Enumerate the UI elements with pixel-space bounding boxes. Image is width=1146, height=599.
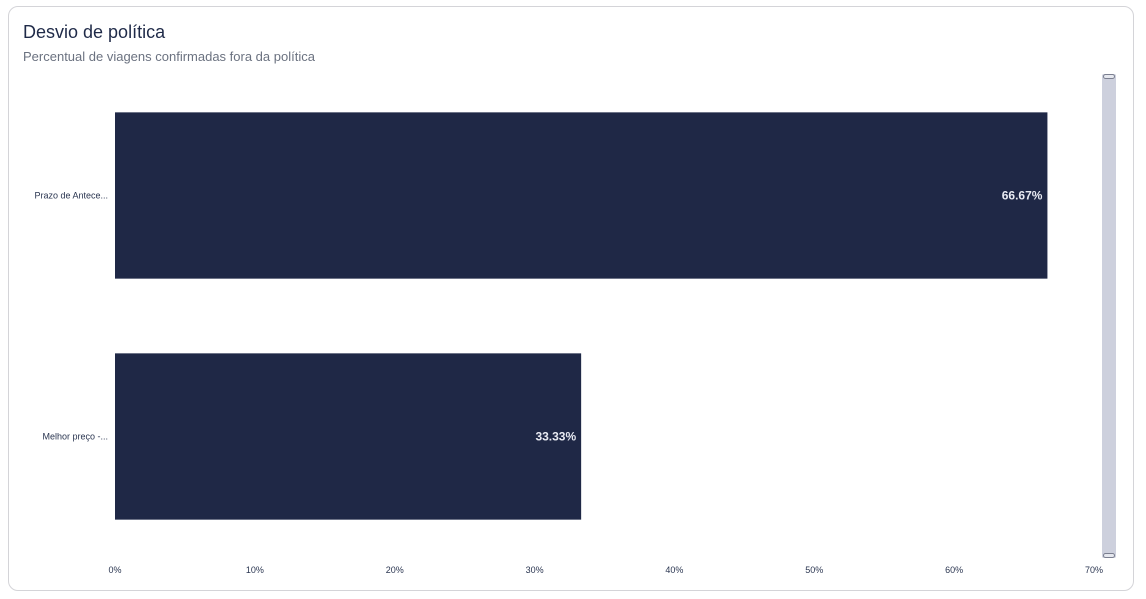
data-label: 66.67% — [1002, 189, 1043, 203]
x-tick-label: 0% — [108, 565, 121, 575]
chart-zoom-scrollbar[interactable] — [1102, 74, 1116, 558]
chart-card: Desvio de política Percentual de viagens… — [8, 6, 1134, 591]
category-label: Prazo de Antece... — [34, 191, 108, 201]
x-tick-label: 30% — [526, 565, 544, 575]
bar — [115, 353, 582, 520]
scrollbar-bottom-handle[interactable] — [1103, 553, 1115, 558]
x-tick-label: 40% — [665, 565, 683, 575]
chart-subtitle: Percentual de viagens confirmadas fora d… — [23, 49, 315, 64]
bar-chart: Prazo de Antece... 66.67% Melhor preço -..… — [34, 112, 1103, 575]
x-tick-label: 10% — [246, 565, 264, 575]
x-tick-label: 70% — [1085, 565, 1103, 575]
scrollbar-top-handle[interactable] — [1103, 74, 1115, 79]
bar — [115, 112, 1048, 279]
x-tick-label: 20% — [386, 565, 404, 575]
chart-title: Desvio de política — [23, 22, 166, 42]
data-label: 33.33% — [535, 430, 576, 444]
x-tick-label: 60% — [945, 565, 963, 575]
x-tick-label: 50% — [805, 565, 823, 575]
category-label: Melhor preço -... — [42, 432, 108, 442]
